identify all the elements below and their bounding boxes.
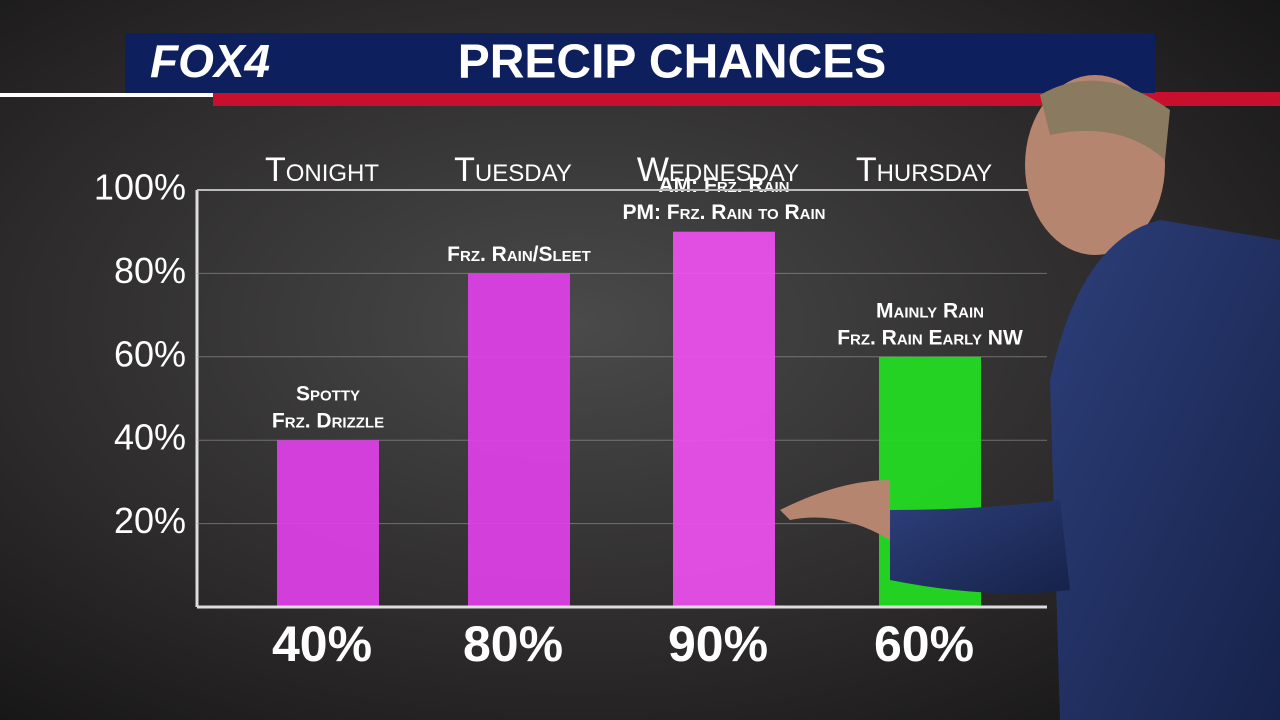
value-label: 90% [668,616,768,672]
presenter-hair [1040,80,1170,160]
bar-note: Frz. Rain/Sleet [447,243,591,266]
x-tick-label: Wednesday [637,151,799,189]
bar-note: Mainly Rain [876,299,984,322]
presenter-arm [890,500,1070,594]
bar-note: PM: Frz. Rain to Rain [622,201,825,224]
value-label: 60% [874,616,974,672]
x-tick-label: Tuesday [454,151,572,189]
red-stripe [213,92,1280,106]
bar-note: AM: Frz. Rain [659,174,790,197]
header-bar [125,33,1155,93]
y-tick-label: 40% [114,417,186,458]
x-tick-label: Tonight [265,151,379,189]
y-tick-label: 20% [114,500,186,541]
bar-note: Spotty [296,383,360,406]
bar [277,440,379,607]
value-label: 40% [272,616,372,672]
y-tick-label: 60% [114,333,186,374]
white-stripe [0,93,213,97]
y-tick-label: 80% [114,250,186,291]
bar [468,273,570,607]
presenter [780,75,1280,720]
logo: FOX4 [150,35,270,87]
bar [673,231,775,607]
bar-note: Frz. Rain Early NW [837,326,1023,349]
chart-title: PRECIP CHANCES [458,36,887,89]
y-tick-label: 100% [94,167,186,208]
presenter-hand [780,480,890,540]
x-tick-label: Thursday [856,151,992,189]
bar-note: Frz. Drizzle [272,410,384,433]
presenter-body [1050,220,1280,720]
value-label: 80% [463,616,563,672]
